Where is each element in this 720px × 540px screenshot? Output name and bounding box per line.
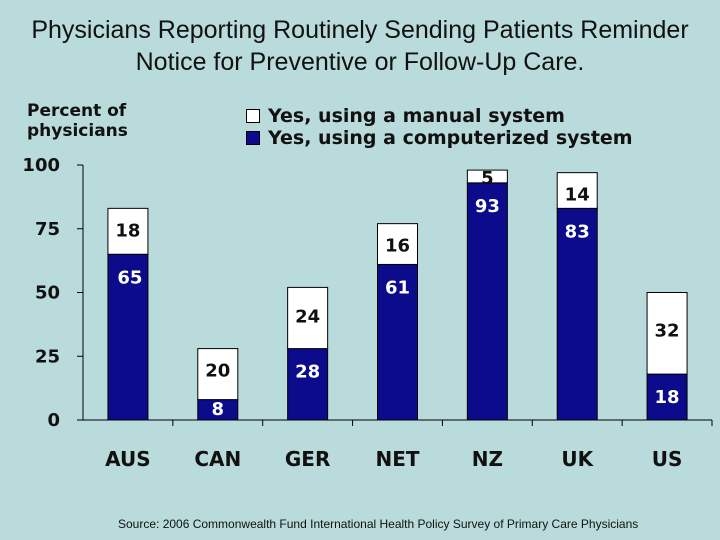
data-label-computerized-ger: 28 (295, 362, 320, 383)
bar-manual-nz (466, 169, 508, 184)
data-label-computerized-aus: 65 (117, 267, 142, 288)
bar-computerized-nz (466, 182, 508, 421)
y-tick-label-25: 25 (35, 346, 60, 367)
bar-manual-aus (107, 207, 149, 255)
x-tick-label-uk: UK (561, 447, 594, 471)
data-label-computerized-uk: 83 (565, 221, 590, 242)
y-axis-label-text: Percent of physicians (27, 101, 128, 141)
bar-computerized-net (377, 263, 418, 421)
y-tick-label-0: 0 (47, 410, 60, 431)
data-label-manual-us: 32 (655, 321, 680, 342)
bar-manual-uk (556, 172, 598, 209)
data-label-manual-aus: 18 (115, 220, 140, 241)
source-note: Source: 2006 Commonwealth Fund Internati… (118, 517, 639, 531)
bar-computerized-uk (556, 207, 598, 421)
x-tick-label-can: CAN (194, 447, 241, 471)
x-tick-label-us: US (652, 447, 683, 471)
legend-swatch-manual (246, 109, 260, 123)
data-label-manual-nz: 5 (481, 168, 494, 189)
legend-item-computerized: Yes, using a computerized system (246, 127, 633, 149)
data-label-computerized-can: 8 (212, 399, 225, 420)
data-label-manual-can: 20 (205, 361, 230, 382)
data-label-manual-net: 16 (385, 236, 410, 257)
x-tick-label-nz: NZ (472, 447, 503, 471)
data-label-computerized-nz: 93 (475, 196, 500, 217)
y-tick-label-100: 100 (22, 155, 60, 176)
data-label-manual-ger: 24 (295, 306, 320, 327)
bar-computerized-us (646, 373, 688, 421)
legend-label-manual: Yes, using a manual system (268, 105, 565, 127)
data-label-computerized-net: 61 (385, 277, 410, 298)
legend-label-computerized: Yes, using a computerized system (268, 127, 633, 149)
bar-manual-net (377, 223, 418, 265)
bar-manual-us (646, 292, 688, 375)
y-tick-label-75: 75 (35, 219, 60, 240)
legend-swatch-computerized (246, 131, 260, 145)
y-axis-label: Percent of physicians (27, 101, 137, 141)
x-tick-label-ger: GER (285, 447, 330, 471)
legend: Yes, using a manual system Yes, using a … (246, 105, 633, 149)
x-tick-label-aus: AUS (105, 447, 151, 471)
bar-manual-can (197, 348, 239, 401)
data-label-computerized-us: 18 (655, 387, 680, 408)
y-tick-label-50: 50 (35, 283, 60, 304)
data-label-manual-uk: 14 (565, 185, 590, 206)
chart-title: Physicians Reporting Routinely Sending P… (31, 16, 689, 76)
bar-manual-ger (287, 286, 329, 350)
x-tick-label-net: NET (375, 447, 419, 471)
bar-computerized-ger (287, 348, 329, 421)
legend-item-manual: Yes, using a manual system (246, 105, 633, 127)
